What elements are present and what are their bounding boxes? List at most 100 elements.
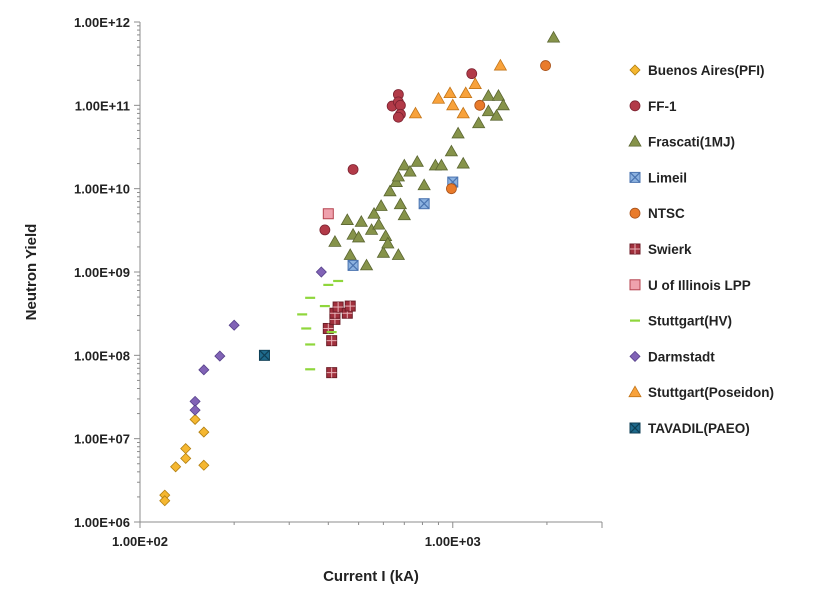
data-point xyxy=(383,184,397,197)
x-axis-title: Current I (kA) xyxy=(323,568,419,585)
y-tick-label: 1.00E+11 xyxy=(75,98,130,113)
data-point xyxy=(319,224,331,236)
legend-label: Stuttgart(Poseidon) xyxy=(648,385,774,400)
data-point xyxy=(417,178,431,191)
data-point xyxy=(451,126,465,139)
data-point xyxy=(189,413,201,426)
y-tick-label: 1.00E+08 xyxy=(74,348,130,363)
legend-item: Limeil xyxy=(629,170,687,185)
data-point xyxy=(493,58,508,71)
data-point xyxy=(347,164,359,175)
data-point xyxy=(354,215,368,227)
data-point xyxy=(456,156,470,169)
data-point xyxy=(546,30,561,43)
data-point xyxy=(372,217,386,230)
legend-marker xyxy=(629,171,641,183)
data-point xyxy=(374,199,388,211)
series-0 xyxy=(159,413,210,507)
x-tick-label: 1.00E+02 xyxy=(112,534,168,549)
legend-item: FF-1 xyxy=(629,99,677,114)
legend-label: Frascati(1MJ) xyxy=(648,135,735,150)
series-9 xyxy=(408,58,508,119)
data-point xyxy=(376,245,391,258)
data-point xyxy=(214,350,226,362)
data-point xyxy=(408,106,423,119)
data-point xyxy=(459,86,473,99)
legend-item: NTSC xyxy=(629,206,685,221)
data-point xyxy=(170,461,182,473)
legend: Buenos Aires(PFI) FF-1 Frascati(1MJ) Limeil… xyxy=(628,63,774,436)
data-point xyxy=(159,495,171,507)
x-tick-label: 1.00E+03 xyxy=(425,534,481,549)
data-point xyxy=(466,68,478,80)
y-tick-label: 1.00E+06 xyxy=(74,515,130,530)
series-4 xyxy=(446,60,551,195)
data-point xyxy=(322,208,334,220)
data-point xyxy=(443,86,457,99)
data-point xyxy=(489,108,504,121)
axes-layer xyxy=(139,22,602,523)
y-axis-title: Neutron Yield xyxy=(23,224,40,321)
data-point xyxy=(367,206,381,219)
data-point xyxy=(328,235,342,247)
legend-item: Buenos Aires(PFI) xyxy=(629,63,765,78)
data-point xyxy=(431,91,446,104)
legend-marker xyxy=(629,243,641,255)
legend-label: Darmstadt xyxy=(648,349,715,364)
data-point xyxy=(434,158,449,171)
data-point xyxy=(381,236,395,249)
legend-label: Buenos Aires(PFI) xyxy=(648,63,765,78)
data-point xyxy=(198,459,210,471)
legend-label: U of Illinois LPP xyxy=(648,278,751,293)
data-point xyxy=(481,89,496,101)
data-point xyxy=(391,248,406,260)
series-7 xyxy=(297,279,344,371)
legend-label: NTSC xyxy=(648,206,685,221)
data-point xyxy=(189,404,201,416)
data-point xyxy=(474,99,486,111)
data-point xyxy=(198,364,210,376)
y-tick-label: 1.00E+10 xyxy=(74,182,130,197)
legend-marker xyxy=(629,207,641,219)
legend-item: TAVADIL(PAEO) xyxy=(629,421,750,436)
series-1 xyxy=(319,68,478,236)
legend-marker xyxy=(628,385,642,398)
series-10 xyxy=(258,349,270,361)
legend-marker xyxy=(628,134,642,147)
data-point xyxy=(332,301,344,313)
legend-label: FF-1 xyxy=(648,99,677,114)
legend-marker xyxy=(629,64,641,76)
data-point xyxy=(444,144,459,157)
legend-marker xyxy=(629,100,641,112)
data-point xyxy=(180,452,192,464)
data-point xyxy=(446,183,457,195)
legend-marker xyxy=(629,350,641,362)
legend-item: Swierk xyxy=(629,242,692,257)
data-point xyxy=(258,349,270,361)
data-point xyxy=(378,229,393,241)
data-point xyxy=(418,198,430,210)
legend-label: Stuttgart(HV) xyxy=(648,314,732,329)
y-tick-label: 1.00E+07 xyxy=(74,432,130,447)
data-point xyxy=(347,259,359,271)
data-point xyxy=(496,98,510,111)
series-8 xyxy=(189,266,327,416)
legend-label: Limeil xyxy=(648,170,687,185)
legend-item: Stuttgart(Poseidon) xyxy=(628,385,774,400)
data-point xyxy=(228,319,240,331)
legend-item: U of Illinois LPP xyxy=(629,278,751,293)
data-point xyxy=(344,300,356,312)
data-point xyxy=(180,443,192,455)
data-point xyxy=(468,77,482,89)
data-point xyxy=(315,266,327,278)
legend-marker xyxy=(629,422,641,434)
data-point xyxy=(351,230,366,243)
series-5 xyxy=(322,300,356,379)
data-point xyxy=(340,213,354,225)
legend-label: TAVADIL(PAEO) xyxy=(648,421,750,436)
points-layer xyxy=(159,30,561,507)
data-point xyxy=(326,335,338,347)
legend-item: Darmstadt xyxy=(629,349,715,364)
data-point xyxy=(491,89,506,101)
data-point xyxy=(446,98,460,111)
